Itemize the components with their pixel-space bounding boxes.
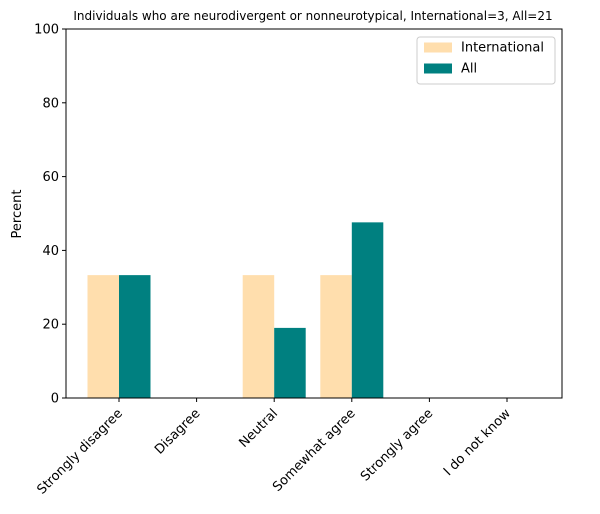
x-tick-label-0: Strongly disagree [34, 406, 125, 497]
x-tick-label-1: Disagree [152, 406, 203, 457]
bar-all-2 [274, 327, 306, 398]
chart-title: Individuals who are neurodivergent or no… [73, 9, 552, 23]
y-tick-label-4: 80 [42, 96, 59, 111]
plot-area: 0 20 40 60 80 100 Strongly disagree Disagree Neu… [34, 23, 563, 498]
bar-international-2 [242, 275, 275, 398]
x-tick-label-4: Strongly agree [358, 406, 436, 484]
y-tick-label-1: 20 [42, 318, 59, 333]
y-tick-label-3: 60 [42, 170, 59, 185]
bar-international-3 [320, 275, 352, 398]
legend: International All [416, 36, 556, 85]
legend-swatch-0 [424, 42, 452, 53]
y-tick-label-5: 100 [34, 23, 59, 38]
y-axis-label: Percent [10, 190, 25, 239]
x-tick-label-2: Neutral [236, 406, 281, 451]
legend-swatch-1 [424, 63, 452, 74]
legend-label-1: All [461, 62, 477, 77]
bar-all-0 [119, 275, 151, 398]
x-tick-label-5: I do not know [441, 406, 514, 479]
axes-frame [65, 28, 563, 399]
y-tick-label-2: 40 [42, 244, 59, 259]
y-tick-label-0: 0 [51, 392, 59, 407]
x-tick-label-3: Somewhat agree [270, 406, 359, 495]
legend-label-0: International [461, 41, 544, 56]
bar-all-3 [351, 222, 384, 398]
bar-international-0 [87, 275, 119, 398]
